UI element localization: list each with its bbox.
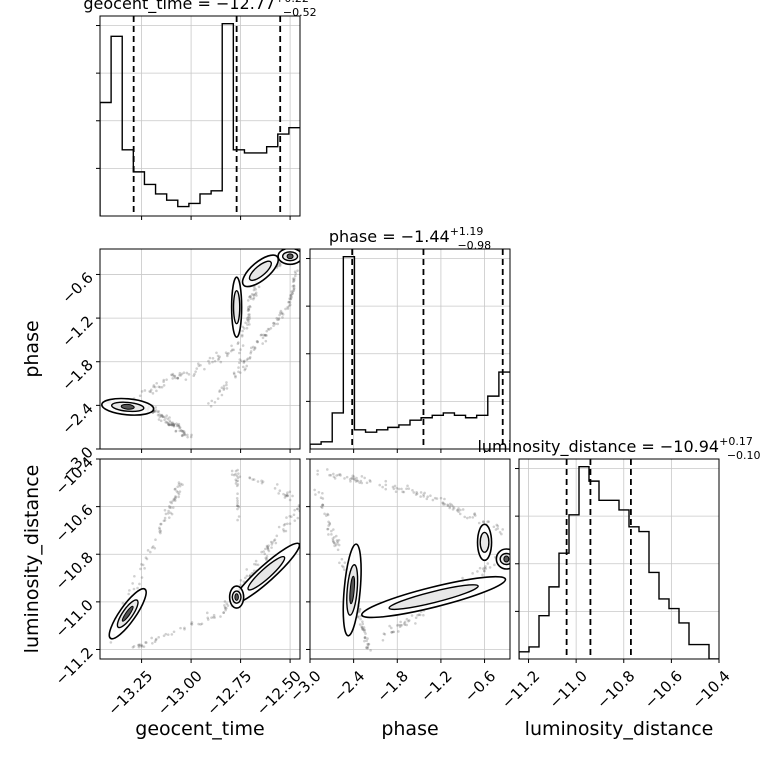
y-tick-label: −10.8 (52, 548, 97, 593)
y-tick-label: −1.2 (58, 312, 96, 350)
title-phase: phase = −1.44+1.19 −0.98 (329, 225, 491, 252)
y-tick-label: −2.4 (58, 399, 96, 437)
scatter-panel-geocent_time-vs-phase (99, 248, 301, 450)
y-tick-label: −1.8 (58, 356, 96, 394)
y-axis-label-luminosity_distance: luminosity_distance (21, 465, 43, 654)
samples-phase-luminosity_distance (313, 468, 510, 652)
x-tick-label: −13.00 (154, 667, 206, 719)
x-axis-label-phase: phase (381, 718, 438, 740)
x-tick-label: −10.8 (593, 667, 638, 712)
y-ticks-phase: −3.0−2.4−1.8−1.2−0.6 (58, 269, 100, 482)
y-tick-label: −0.6 (58, 269, 96, 307)
histogram-geocent_time (100, 22, 300, 216)
x-tick-label: −10.4 (689, 667, 734, 712)
y-tick-label: −11.0 (52, 596, 97, 641)
scatter-panel-geocent_time-vs-luminosity_distance (99, 458, 301, 660)
x-axis-label-geocent_time: geocent_time (135, 718, 264, 740)
contours-geocent_time-phase (101, 249, 300, 416)
panel-frame-geocent_time-phase (99, 248, 301, 450)
x-axis-label-luminosity_distance: luminosity_distance (525, 718, 714, 740)
x-tick-label: −10.6 (641, 667, 686, 712)
y-ticks-luminosity_distance: −11.2−11.0−10.8−10.6−10.4 (52, 453, 100, 689)
y-tick-label: −10.6 (52, 501, 97, 546)
x-tick-label: −0.6 (461, 667, 499, 705)
y-axis-label-phase: phase (21, 320, 43, 377)
x-tick-label: −12.75 (203, 667, 255, 719)
y-tick-label: −11.2 (52, 644, 97, 689)
x-tick-label: −11.2 (498, 667, 543, 712)
histogram-phase (310, 255, 510, 449)
panel-frame-phase-luminosity_distance (309, 458, 511, 660)
title-luminosity_distance: luminosity_distance = −10.94+0.17 −0.10 (477, 435, 760, 462)
histogram-luminosity_distance (519, 465, 719, 659)
hist-frame-geocent_time (99, 15, 301, 217)
x-tick-label: −1.2 (417, 667, 455, 705)
panel-frame-geocent_time-luminosity_distance (99, 458, 301, 660)
x-tick-label: −2.4 (330, 667, 368, 705)
samples-geocent_time-luminosity_distance (109, 468, 300, 649)
x-tick-label: −1.8 (374, 667, 412, 705)
scatter-panel-phase-vs-luminosity_distance (309, 458, 511, 660)
hist-panel-luminosity_distance (515, 458, 720, 660)
x-tick-label: −11.0 (546, 667, 591, 712)
contours-geocent_time-luminosity_distance (108, 542, 300, 640)
hist-frame-luminosity_distance (518, 458, 720, 660)
x-tick-label: −13.25 (104, 667, 156, 719)
hist-panel-phase (306, 248, 511, 450)
title-geocent_time: geocent_time = −12.77+0.22−0.52 (83, 0, 316, 19)
hist-frame-phase (309, 248, 511, 450)
hist-panel-geocent_time (96, 15, 301, 217)
x-ticks-geocent_time: −13.25−13.00−12.75−12.50 (104, 659, 305, 719)
contours-phase-luminosity_distance (342, 523, 510, 637)
x-ticks-phase: −3.0 −2.4 −1.8 −1.2 −0.6 (286, 659, 499, 706)
x-ticks-luminosity_distance: −11.2 −11.0 −10.8 −10.6 −10.4 (498, 659, 734, 712)
